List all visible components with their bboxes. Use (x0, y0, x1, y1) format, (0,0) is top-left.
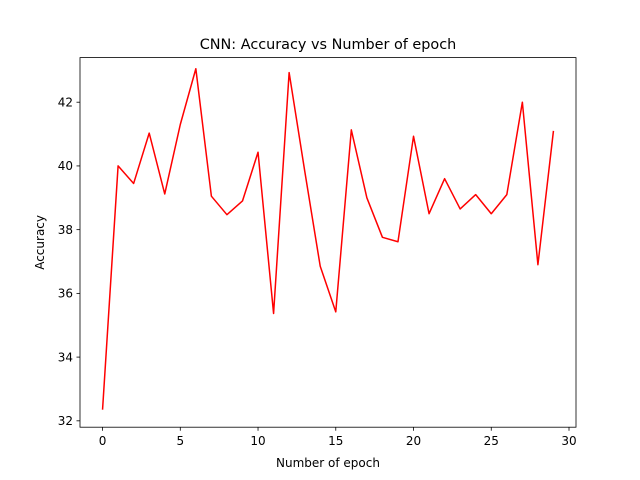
series-group (101, 68, 555, 410)
y-tick-label: 32 (58, 414, 73, 428)
accuracy-series-line (101, 68, 555, 410)
y-tick-label: 36 (58, 287, 73, 301)
x-tick-label: 10 (250, 434, 265, 448)
y-axis-label: Accuracy (33, 215, 47, 270)
x-tick-label: 20 (406, 434, 421, 448)
x-tick-label: 30 (561, 434, 576, 448)
y-tick-label: 34 (58, 350, 73, 364)
plot-frame (79, 57, 577, 428)
chart-title: CNN: Accuracy vs Number of epoch (200, 37, 457, 53)
y-tick-label: 38 (58, 223, 73, 237)
x-tick-label: 5 (176, 434, 184, 448)
x-tick-label: 0 (99, 434, 107, 448)
x-axis-label: Number of epoch (276, 456, 380, 470)
x-tick-label: 25 (484, 434, 499, 448)
y-tick-label: 42 (58, 96, 73, 110)
axis-ticks: 0 5 10 15 20 25 30 32 34 36 38 40 42 (58, 96, 577, 449)
y-tick-label: 40 (58, 159, 73, 173)
x-tick-label: 15 (328, 434, 343, 448)
